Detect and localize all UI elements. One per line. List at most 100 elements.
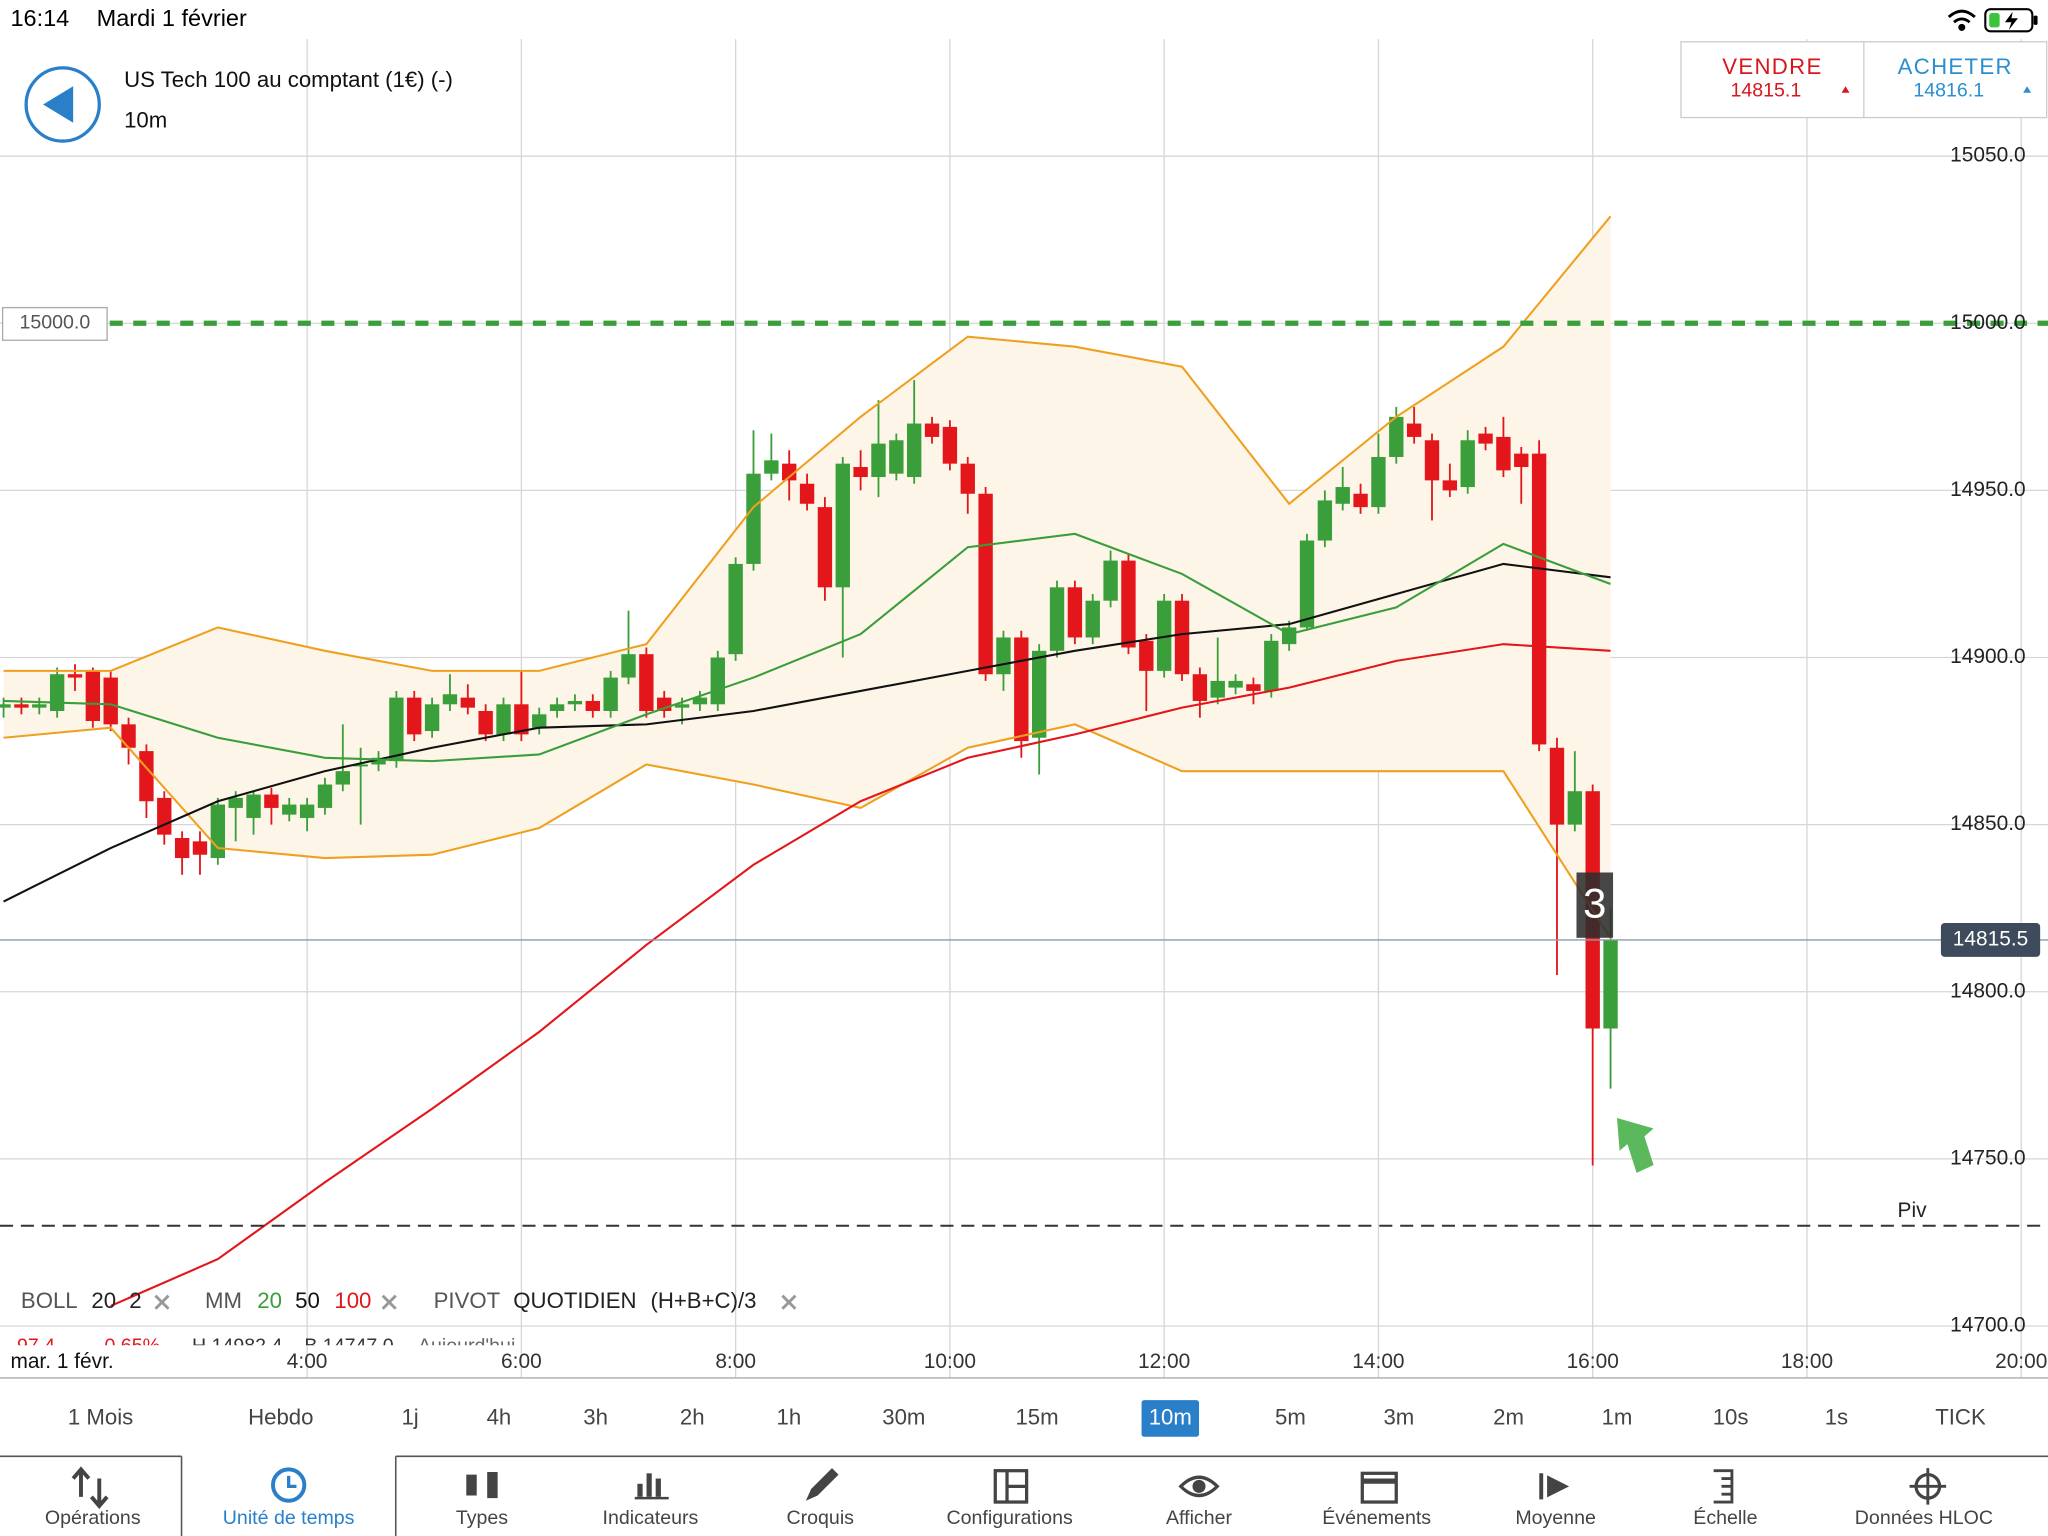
sell-button[interactable]: VENDRE 14815.1 (1722, 54, 1850, 102)
x-tick-label: 20:00 (1995, 1350, 2047, 1373)
candle-body (1246, 684, 1261, 691)
candle-body (1228, 680, 1243, 688)
candle (728, 557, 743, 661)
stat: H 14982.4 (192, 1335, 282, 1357)
back-button[interactable] (24, 66, 101, 143)
timeframe-option[interactable]: 3h (583, 1404, 608, 1429)
toolbar-button[interactable]: Configurations (947, 1507, 1073, 1529)
candle-body (960, 463, 975, 494)
candle (1514, 446, 1529, 504)
timeframe-option[interactable]: 5m (1275, 1404, 1306, 1429)
toolbar-button[interactable]: Moyenne (1515, 1507, 1596, 1529)
indicator-line (3, 215, 1612, 672)
candle-body (621, 654, 636, 678)
candle (1014, 630, 1029, 758)
x-tick-label: 12:00 (1138, 1350, 1190, 1373)
candle (1567, 751, 1583, 832)
candle-body (1299, 540, 1315, 628)
timeframe-option[interactable]: Hebdo (248, 1404, 313, 1429)
arrow-annotation (1616, 1118, 1654, 1173)
candle-body (1496, 436, 1511, 471)
candle-body (710, 657, 725, 705)
candle-body (389, 697, 404, 762)
indicator-param: 100 (334, 1288, 371, 1313)
candle (567, 694, 583, 711)
candle (871, 400, 886, 498)
timeframe-option[interactable]: 1 Mois (68, 1404, 133, 1429)
candle (264, 787, 279, 825)
stats-row: -97.4 -0.65% H 14982.4 B 14747.0 Aujourd'hui (10, 1335, 515, 1357)
buy-label: ACHETER (1898, 54, 2013, 79)
status-date: Mardi 1 février (97, 5, 247, 31)
x-tick-label: 16:00 (1567, 1350, 1619, 1373)
indicator-param: 2 (129, 1288, 141, 1313)
timeframe-option[interactable]: 10m (1149, 1404, 1192, 1429)
timeframe-option[interactable]: 1s (1825, 1404, 1848, 1429)
candle-body (799, 483, 815, 504)
stat: -97.4 (10, 1335, 55, 1357)
chart: 4:00 6:00 8:00 10:00 12:00 14:00 16:00 18:00 20:… (0, 39, 2048, 1378)
toolbar-button[interactable]: Afficher (1166, 1507, 1232, 1529)
y-tick-label: 14850.0 (1950, 812, 2025, 835)
instrument-name: US Tech 100 au comptant (1€) (-) (124, 67, 453, 92)
timeframe-option[interactable]: 30m (882, 1404, 925, 1429)
candle (1406, 406, 1422, 444)
timeframe-option[interactable]: 10s (1713, 1404, 1749, 1429)
candle-body (585, 700, 600, 711)
candle (1085, 594, 1100, 645)
timeframe-option[interactable]: 2h (680, 1404, 705, 1429)
y-tick-label: 15000.0 (1950, 311, 2025, 334)
candle (1442, 463, 1458, 498)
toolbar-button[interactable]: Opérations (45, 1507, 141, 1529)
candle-body (1567, 791, 1583, 825)
timeframe-option[interactable]: 1h (777, 1404, 802, 1429)
toolbar-button[interactable]: Indicateurs (603, 1507, 699, 1529)
stat: -0.65% (98, 1335, 160, 1357)
timeframe-option[interactable]: 3m (1383, 1404, 1414, 1429)
timeframe-option[interactable]: 1j (401, 1404, 418, 1429)
candle-body (1317, 500, 1333, 541)
toolbar-button[interactable]: Échelle (1693, 1506, 1757, 1529)
candle-body (424, 704, 440, 732)
indicator-remove[interactable] (381, 1294, 397, 1310)
toolbar-button[interactable]: Données HLOC (1855, 1507, 1993, 1529)
candle (978, 487, 993, 681)
candle-body (1371, 456, 1386, 508)
timeframe-option[interactable]: 1m (1602, 1404, 1633, 1429)
candle (1264, 634, 1279, 698)
indicator-remove[interactable] (781, 1294, 797, 1310)
timeframe-option[interactable]: TICK (1935, 1404, 1986, 1429)
candle-body (1353, 493, 1368, 508)
y-tick-label: 14900.0 (1950, 645, 2025, 668)
indicator-line (3, 532, 1611, 763)
timeframe-option[interactable]: 4h (487, 1404, 512, 1429)
candle-body (603, 677, 618, 711)
sell-label: VENDRE (1722, 54, 1822, 79)
candle (799, 473, 815, 511)
indicator-param: 50 (295, 1288, 320, 1313)
indicator-name: MM (205, 1288, 242, 1313)
candle (1121, 553, 1136, 655)
timeframe-option[interactable]: 2m (1493, 1404, 1524, 1429)
candle (246, 791, 261, 835)
buy-button[interactable]: ACHETER 14816.1 (1898, 54, 2032, 102)
last-price-label: 14815.5 (1953, 927, 2028, 950)
candle-body (817, 507, 833, 588)
candle-body (496, 704, 511, 735)
x-tick-label: 8:00 (715, 1350, 756, 1373)
candle-body (228, 797, 243, 808)
candle-body (1014, 637, 1029, 742)
toolbar-button[interactable]: Unité de temps (223, 1507, 355, 1529)
candle-body (674, 704, 690, 708)
toolbar-button[interactable]: Types (456, 1507, 508, 1529)
indicator-remove[interactable] (154, 1294, 170, 1310)
toolbar-button[interactable]: Événements (1322, 1506, 1431, 1529)
toolbar-button[interactable]: Croquis (787, 1507, 855, 1529)
candle (889, 433, 904, 481)
timeframe-selected (1141, 1400, 1200, 1437)
candle (1299, 533, 1315, 631)
candle-body (1549, 747, 1565, 825)
timeframe-option[interactable]: 15m (1015, 1404, 1058, 1429)
